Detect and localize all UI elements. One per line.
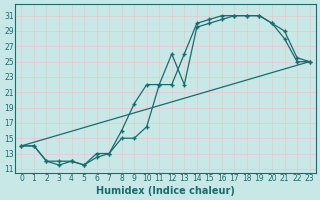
X-axis label: Humidex (Indice chaleur): Humidex (Indice chaleur) xyxy=(96,186,235,196)
